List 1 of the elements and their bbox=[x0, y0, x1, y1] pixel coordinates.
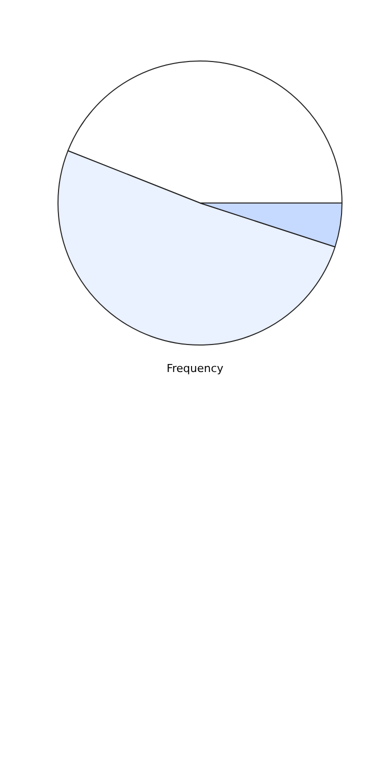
text: Frequency bbox=[166, 362, 224, 375]
